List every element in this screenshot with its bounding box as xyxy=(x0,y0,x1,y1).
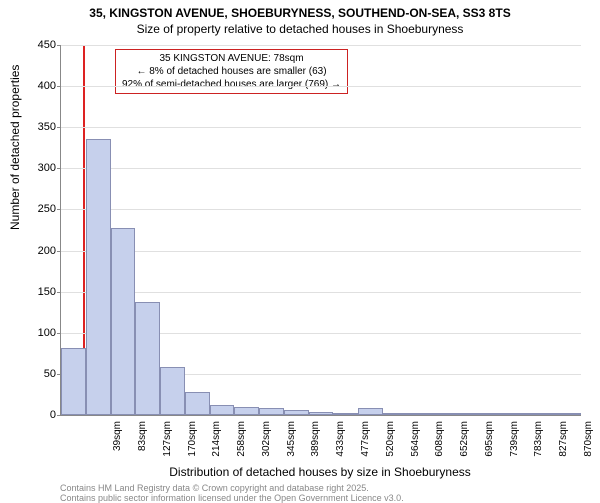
y-tick-label: 150 xyxy=(26,286,56,298)
y-tick-label: 0 xyxy=(26,409,56,421)
histogram-bar xyxy=(333,413,358,415)
y-tick-mark xyxy=(57,251,61,252)
histogram-bar xyxy=(358,408,383,415)
plot-region: 35 KINGSTON AVENUE: 78sqm ← 8% of detach… xyxy=(60,45,581,416)
y-tick-mark xyxy=(57,45,61,46)
x-tick-label: 389sqm xyxy=(310,421,321,465)
x-tick-label: 433sqm xyxy=(335,421,346,465)
y-tick-label: 450 xyxy=(26,39,56,51)
y-tick-label: 400 xyxy=(26,80,56,92)
gridline xyxy=(61,168,581,169)
histogram-bar xyxy=(556,413,581,415)
chart-container: 35, KINGSTON AVENUE, SHOEBURYNESS, SOUTH… xyxy=(0,0,600,500)
histogram-bar xyxy=(259,408,284,415)
y-tick-label: 350 xyxy=(26,121,56,133)
gridline xyxy=(61,127,581,128)
y-tick-mark xyxy=(57,292,61,293)
chart-title: 35, KINGSTON AVENUE, SHOEBURYNESS, SOUTH… xyxy=(0,0,600,22)
y-tick-mark xyxy=(57,86,61,87)
histogram-bar xyxy=(86,139,111,415)
x-axis-label: Distribution of detached houses by size … xyxy=(60,465,580,479)
histogram-bar xyxy=(210,405,235,415)
y-tick-label: 300 xyxy=(26,162,56,174)
y-tick-label: 50 xyxy=(26,368,56,380)
y-tick-label: 200 xyxy=(26,245,56,257)
gridline xyxy=(61,45,581,46)
gridline xyxy=(61,209,581,210)
histogram-bar xyxy=(61,348,86,415)
histogram-bar xyxy=(135,302,160,415)
x-tick-label: 302sqm xyxy=(261,421,272,465)
x-tick-label: 258sqm xyxy=(236,421,247,465)
x-tick-label: 345sqm xyxy=(286,421,297,465)
annotation-line3: 92% of semi-detached houses are larger (… xyxy=(122,78,341,91)
annotation-box: 35 KINGSTON AVENUE: 78sqm ← 8% of detach… xyxy=(115,49,348,94)
histogram-bar xyxy=(234,407,259,415)
x-tick-label: 127sqm xyxy=(162,421,173,465)
x-tick-label: 652sqm xyxy=(459,421,470,465)
x-tick-label: 695sqm xyxy=(484,421,495,465)
annotation-line1: 35 KINGSTON AVENUE: 78sqm xyxy=(122,52,341,65)
histogram-bar xyxy=(111,228,136,415)
histogram-bar xyxy=(383,413,408,415)
chart-subtitle: Size of property relative to detached ho… xyxy=(0,22,600,36)
x-tick-label: 564sqm xyxy=(410,421,421,465)
x-tick-label: 214sqm xyxy=(211,421,222,465)
histogram-bar xyxy=(482,413,507,415)
y-tick-mark xyxy=(57,333,61,334)
histogram-bar xyxy=(185,392,210,415)
x-tick-label: 783sqm xyxy=(533,421,544,465)
histogram-bar xyxy=(432,413,457,415)
x-tick-label: 83sqm xyxy=(137,421,148,465)
annotation-line2: ← 8% of detached houses are smaller (63) xyxy=(122,65,341,78)
y-tick-mark xyxy=(57,209,61,210)
histogram-bar xyxy=(507,413,532,415)
chart-area: 35 KINGSTON AVENUE: 78sqm ← 8% of detach… xyxy=(60,45,580,415)
histogram-bar xyxy=(531,413,556,415)
y-tick-mark xyxy=(57,168,61,169)
histogram-bar xyxy=(457,413,482,415)
y-tick-mark xyxy=(57,127,61,128)
gridline xyxy=(61,86,581,87)
y-tick-mark xyxy=(57,415,61,416)
histogram-bar xyxy=(408,413,433,415)
footer-line1: Contains HM Land Registry data © Crown c… xyxy=(60,483,369,493)
x-tick-label: 39sqm xyxy=(112,421,123,465)
y-tick-label: 100 xyxy=(26,327,56,339)
histogram-bar xyxy=(284,410,309,415)
gridline xyxy=(61,292,581,293)
x-tick-label: 827sqm xyxy=(558,421,569,465)
x-tick-label: 870sqm xyxy=(583,421,594,465)
histogram-bar xyxy=(160,367,185,415)
x-tick-label: 170sqm xyxy=(187,421,198,465)
y-tick-label: 250 xyxy=(26,203,56,215)
x-tick-label: 520sqm xyxy=(385,421,396,465)
x-tick-label: 477sqm xyxy=(360,421,371,465)
x-tick-label: 608sqm xyxy=(434,421,445,465)
x-tick-label: 739sqm xyxy=(509,421,520,465)
footer-line2: Contains public sector information licen… xyxy=(60,493,404,503)
histogram-bar xyxy=(309,412,334,415)
gridline xyxy=(61,251,581,252)
y-axis-label: Number of detached properties xyxy=(8,65,22,230)
